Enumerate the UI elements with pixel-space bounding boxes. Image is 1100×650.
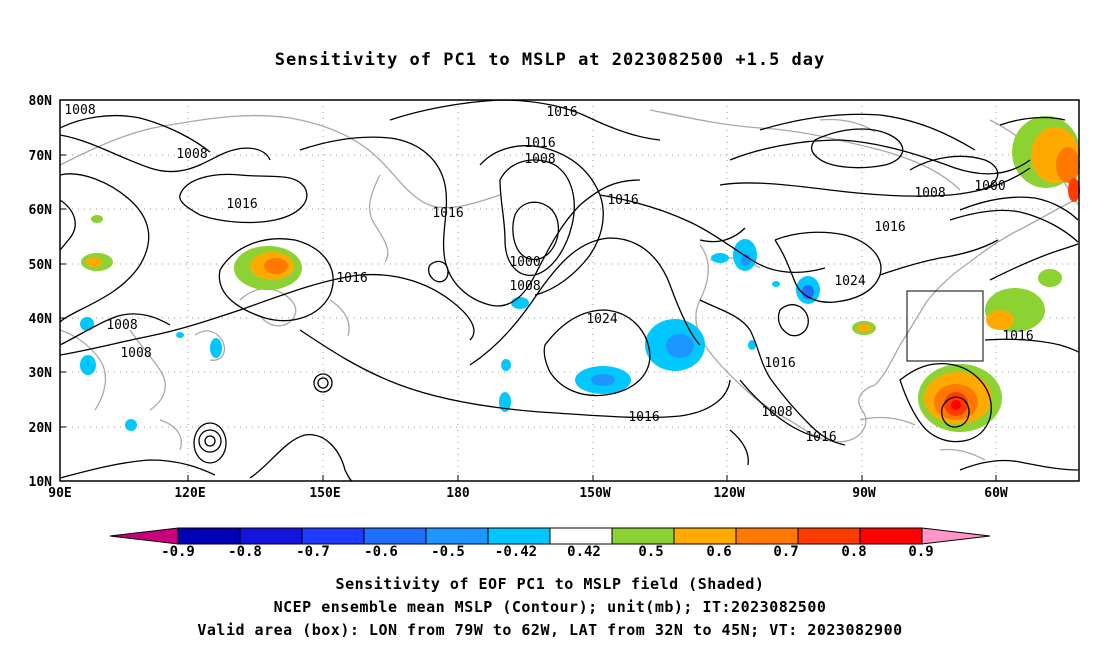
positive-sensitivity-shading	[81, 116, 1080, 432]
lon-label: 180	[446, 486, 470, 501]
contour-label: 1016	[336, 271, 367, 286]
contour-label: 1016	[764, 356, 795, 371]
lon-label: 120E	[174, 486, 205, 501]
caption-line-1: Sensitivity of EOF PC1 to MSLP field (Sh…	[335, 575, 765, 593]
contour-label: 1016	[607, 193, 638, 208]
lat-label: 40N	[29, 312, 53, 327]
lon-label: 120W	[713, 486, 744, 501]
colorbar-swatch	[487, 527, 551, 545]
lon-label: 60W	[984, 486, 1008, 501]
lat-label: 70N	[29, 149, 53, 164]
colorbar	[109, 527, 991, 545]
tick-marks	[60, 154, 997, 481]
contour-label: 1008	[524, 152, 555, 167]
colorbar-label: -0.8	[228, 544, 262, 560]
colorbar-swatch	[611, 527, 675, 545]
contour-label: 1008	[106, 318, 137, 333]
contour-label: 1016	[546, 105, 577, 120]
lon-label: 150W	[579, 486, 610, 501]
contour-label: 1016	[628, 410, 659, 425]
contour-label: 1008	[761, 405, 792, 420]
contour-label: 1016	[874, 220, 905, 235]
caption-line-3: Valid area (box): LON from 79W to 62W, L…	[197, 621, 903, 639]
colorbar-label: -0.9	[161, 544, 195, 560]
contour-label: 1000	[509, 255, 540, 270]
lat-label: 80N	[29, 94, 53, 109]
map-border	[59, 99, 1080, 482]
colorbar-labels: -0.9 -0.8 -0.7 -0.6 -0.5 -0.42 0.42 0.5 …	[161, 544, 934, 560]
valid-area-box	[906, 290, 984, 362]
colorbar-swatch	[673, 527, 737, 545]
lat-label: 20N	[29, 421, 53, 436]
contour-label: 1024	[586, 312, 617, 327]
colorbar-swatch	[177, 527, 241, 545]
colorbar-label: -0.5	[431, 544, 465, 560]
colorbar-label: -0.7	[296, 544, 330, 560]
contour-label: 1008	[509, 279, 540, 294]
contour-label: 1008	[64, 103, 95, 118]
lon-label: 90E	[48, 486, 71, 501]
lon-label: 90W	[852, 486, 876, 501]
colorbar-label: 0.8	[841, 544, 866, 560]
colorbar-label: 0.9	[908, 544, 933, 560]
colorbar-swatch	[301, 527, 365, 545]
lat-label: 30N	[29, 366, 53, 381]
contour-label: 1008	[120, 346, 151, 361]
contour-label: 1008	[914, 186, 945, 201]
contour-label: 1016	[1002, 329, 1033, 344]
caption-line-2: NCEP ensemble mean MSLP (Contour); unit(…	[273, 598, 827, 616]
contour-label: 1024	[834, 274, 865, 289]
contour-label: 1016	[226, 197, 257, 212]
colorbar-label: -0.6	[364, 544, 398, 560]
contour-label: 1016	[805, 430, 836, 445]
colorbar-swatch	[549, 527, 613, 545]
colorbar-swatch	[797, 527, 861, 545]
contour-label: 1000	[974, 179, 1005, 194]
lat-label: 60N	[29, 203, 53, 218]
colorbar-swatch	[239, 527, 303, 545]
colorbar-label: -0.42	[495, 544, 537, 560]
colorbar-swatch	[363, 527, 427, 545]
colorbar-swatch	[735, 527, 799, 545]
latitude-labels: 80N 70N 60N 50N 40N 30N 20N 10N	[29, 94, 53, 490]
colorbar-label: 0.42	[567, 544, 601, 560]
lat-label: 50N	[29, 258, 53, 273]
colorbar-label: 0.6	[706, 544, 731, 560]
contour-label: 1016	[524, 136, 555, 151]
colorbar-swatch	[859, 527, 923, 545]
map-title: Sensitivity of PC1 to MSLP at 2023082500…	[274, 50, 826, 70]
colorbar-label: 0.7	[773, 544, 798, 560]
longitude-labels: 90E 120E 150E 180 150W 120W 90W 60W	[48, 486, 1008, 501]
lat-label: 10N	[29, 475, 53, 490]
lon-label: 150E	[309, 486, 340, 501]
colorbar-swatch	[109, 527, 179, 545]
contour-labels: 1008 1008 1016 1016 1016 1016 1008 1016 …	[64, 103, 1033, 445]
colorbar-label: 0.5	[638, 544, 663, 560]
contour-label: 1008	[176, 147, 207, 162]
coastlines	[59, 109, 1079, 461]
colorbar-swatch	[425, 527, 489, 545]
mslp-contours	[59, 99, 1079, 482]
colorbar-swatch	[921, 527, 991, 545]
contour-label: 1016	[432, 206, 463, 221]
